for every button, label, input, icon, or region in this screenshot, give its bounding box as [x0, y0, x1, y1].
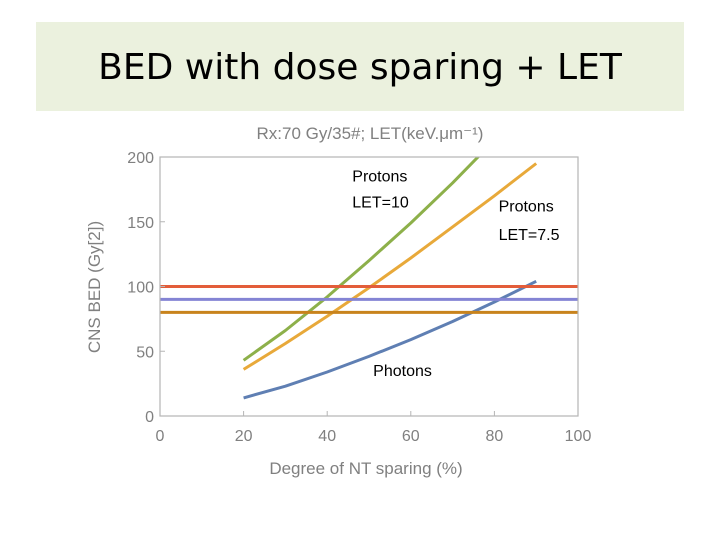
annotation-5: Photons: [373, 363, 432, 380]
annotation-4: LET=7.5: [499, 227, 560, 244]
x-tick-label-1: 20: [235, 428, 253, 445]
annotation-2: LET=10: [352, 195, 409, 212]
y-tick-label-0: 0: [145, 409, 154, 426]
y-tick-label-2: 100: [127, 280, 154, 297]
x-ticks: 0 20 40 60 80 100: [156, 411, 592, 445]
annotations: Protons LET=10 Protons LET=7.5 Photons: [352, 169, 559, 380]
chart-title: Rx:70 Gy/35#; LET(keV.μm⁻¹): [257, 124, 484, 143]
slide-title: BED with dose sparing + LET: [98, 47, 622, 88]
annotation-1: Protons: [352, 169, 407, 186]
x-tick-label-0: 0: [156, 428, 165, 445]
series-line-3: [243, 279, 537, 400]
y-axis-title: CNS BED (Gy[2]): [85, 221, 104, 353]
y-tick-label-1: 50: [136, 344, 154, 361]
x-tick-label-2: 40: [318, 428, 336, 445]
x-tick-label-3: 60: [402, 428, 420, 445]
y-ticks: 0 50 100 150 200: [127, 150, 165, 426]
y-tick-label-3: 150: [127, 215, 154, 232]
x-tick-label-5: 100: [565, 428, 592, 445]
x-tick-label-4: 80: [486, 428, 504, 445]
annotation-3: Protons: [499, 198, 554, 215]
title-band: [36, 22, 684, 111]
y-tick-label-4: 200: [127, 150, 154, 167]
x-axis-title: Degree of NT sparing (%): [269, 459, 462, 478]
plot-lines: [160, 157, 578, 400]
series-line-1: [242, 157, 481, 362]
series-line-2: [242, 162, 538, 371]
